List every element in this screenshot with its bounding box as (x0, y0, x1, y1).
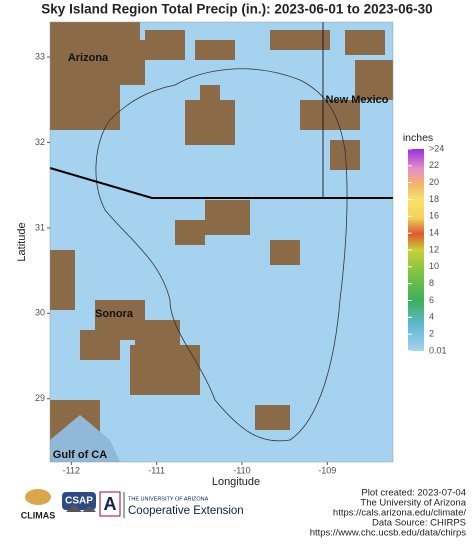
border-line (49, 167, 393, 199)
x-tick-label: -111 (148, 465, 165, 475)
legend-tick-label: 10 (429, 261, 439, 271)
y-tick-label: 33 (35, 51, 45, 61)
legend-tick-label: 22 (429, 160, 439, 170)
logo-text: Cooperative Extension (128, 505, 244, 517)
legend-tick-label: 8 (429, 278, 434, 288)
y-tick-label: 29 (35, 393, 45, 403)
place-label: Arizona (68, 52, 109, 64)
y-axis-label: Latitude (16, 222, 28, 261)
mountain-icon (66, 504, 96, 512)
ua-letter: A (104, 494, 117, 514)
footer: CLIMAS CSAP A THE UNIVERSITY OF ARIZONA … (21, 488, 467, 539)
legend-tick-label: 14 (429, 228, 439, 238)
y-tick-label: 32 (35, 137, 45, 147)
credit-line: https://www.chc.ucsb.edu/data/chirps (310, 528, 467, 539)
credit-line: https://cals.arizona.edu/climate/ (333, 508, 466, 519)
x-tick-label: -110 (233, 465, 250, 475)
y-tick-label: 31 (35, 222, 45, 232)
place-label: New Mexico (326, 94, 389, 106)
legend-tick-label: 18 (429, 194, 439, 204)
legend-tick-label: 20 (429, 177, 439, 187)
x-axis-label: Longitude (212, 476, 260, 488)
credit-line: Data Source: CHIRPS (372, 518, 466, 529)
legend-tick-label: 0.01 (429, 345, 447, 355)
csap-badge (62, 492, 96, 510)
legend-tick-label: 4 (429, 312, 434, 322)
y-tick-label: 30 (35, 308, 45, 318)
credit-line: The University of Arizona (360, 498, 466, 509)
x-tick-label: -112 (63, 465, 80, 475)
legend-tick-label: >24 (429, 143, 444, 153)
legend-tick-label: 16 (429, 211, 439, 221)
legend-tick-label: 6 (429, 295, 434, 305)
place-label: Gulf of CA (53, 449, 107, 461)
legend-title: inches (403, 132, 433, 144)
logo-text: CSAP (65, 496, 93, 507)
climas-icon (25, 489, 51, 505)
logo-text: THE UNIVERSITY OF ARIZONA (128, 496, 209, 502)
place-label: Sonora (95, 308, 134, 320)
precip-raster (50, 22, 393, 462)
logo-text: CLIMAS (21, 510, 56, 520)
credit-line: Plot created: 2023-07-04 (361, 488, 466, 499)
map-title: Sky Island Region Total Precip (in.): 20… (41, 2, 432, 17)
ua-logo (99, 491, 121, 517)
x-tick-label: -109 (318, 465, 336, 475)
plot-frame (49, 21, 394, 463)
legend-tick-label: 12 (429, 244, 439, 254)
region-outline (95, 68, 348, 442)
legend-tick-label: 2 (429, 329, 434, 339)
